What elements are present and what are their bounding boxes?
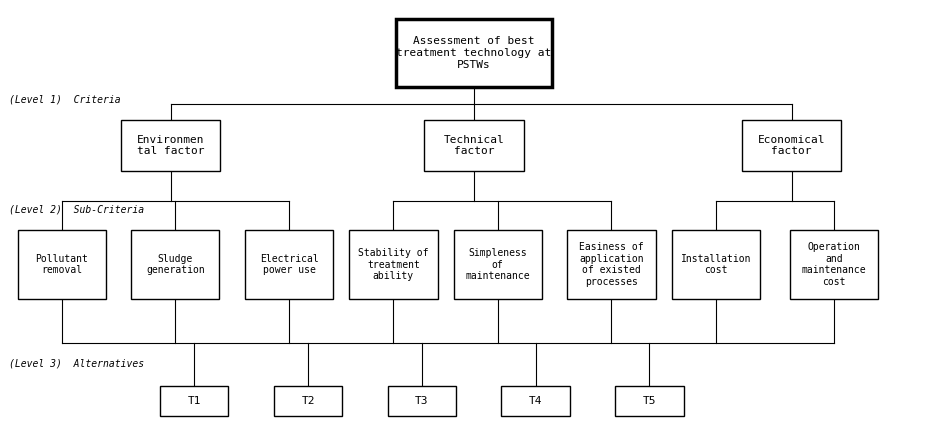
FancyBboxPatch shape bbox=[790, 230, 878, 299]
FancyBboxPatch shape bbox=[131, 230, 220, 299]
Text: Easiness of
application
of existed
processes: Easiness of application of existed proce… bbox=[579, 242, 644, 287]
FancyBboxPatch shape bbox=[121, 120, 220, 171]
Text: Simpleness
of
maintenance: Simpleness of maintenance bbox=[465, 248, 530, 281]
Text: Assessment of best
treatment technology at
PSTWs: Assessment of best treatment technology … bbox=[396, 36, 552, 70]
Text: Environmen
tal factor: Environmen tal factor bbox=[137, 135, 205, 156]
Text: Installation
cost: Installation cost bbox=[681, 254, 751, 275]
Text: Economical
factor: Economical factor bbox=[757, 135, 826, 156]
FancyBboxPatch shape bbox=[274, 386, 342, 416]
FancyBboxPatch shape bbox=[245, 230, 334, 299]
Text: T1: T1 bbox=[188, 396, 201, 406]
FancyBboxPatch shape bbox=[395, 19, 552, 87]
Text: (Level 1)  Criteria: (Level 1) Criteria bbox=[9, 94, 121, 104]
Text: T3: T3 bbox=[415, 396, 428, 406]
Text: Technical
factor: Technical factor bbox=[444, 135, 504, 156]
Text: Operation
and
maintenance
cost: Operation and maintenance cost bbox=[802, 242, 866, 287]
Text: Pollutant
removal: Pollutant removal bbox=[35, 254, 88, 275]
FancyBboxPatch shape bbox=[567, 230, 656, 299]
FancyBboxPatch shape bbox=[615, 386, 684, 416]
Text: Stability of
treatment
ability: Stability of treatment ability bbox=[358, 248, 428, 281]
Text: Electrical
power use: Electrical power use bbox=[260, 254, 319, 275]
Text: T2: T2 bbox=[301, 396, 315, 406]
FancyBboxPatch shape bbox=[160, 386, 228, 416]
FancyBboxPatch shape bbox=[425, 120, 523, 171]
Text: (Level 2)  Sub-Criteria: (Level 2) Sub-Criteria bbox=[9, 205, 145, 214]
FancyBboxPatch shape bbox=[18, 230, 105, 299]
Text: Sludge
generation: Sludge generation bbox=[146, 254, 205, 275]
Text: (Level 3)  Alternatives: (Level 3) Alternatives bbox=[9, 359, 145, 369]
Text: T4: T4 bbox=[529, 396, 542, 406]
FancyBboxPatch shape bbox=[349, 230, 437, 299]
Text: T5: T5 bbox=[643, 396, 656, 406]
FancyBboxPatch shape bbox=[671, 230, 760, 299]
FancyBboxPatch shape bbox=[388, 386, 456, 416]
FancyBboxPatch shape bbox=[741, 120, 841, 171]
FancyBboxPatch shape bbox=[454, 230, 542, 299]
FancyBboxPatch shape bbox=[501, 386, 570, 416]
